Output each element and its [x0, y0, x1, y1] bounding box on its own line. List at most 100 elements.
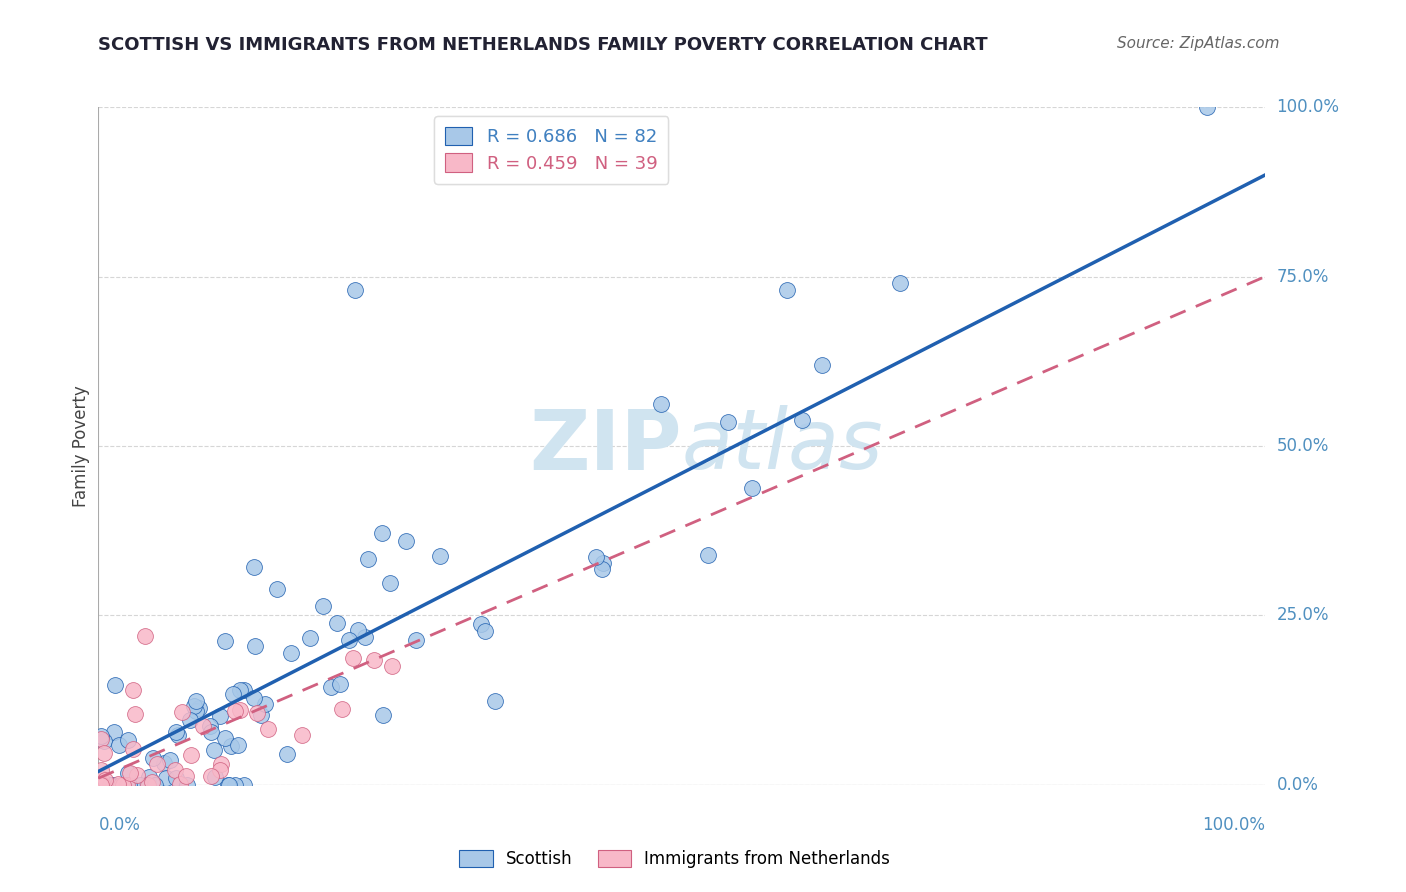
Point: [246, 706, 269, 720]
Point: [298, 631, 321, 645]
Point: [357, 552, 380, 566]
Point: [124, 707, 146, 722]
Point: [291, 728, 314, 742]
Point: [90, 777, 112, 791]
Point: [243, 690, 266, 705]
Point: [266, 582, 288, 596]
Point: [889, 277, 911, 291]
Text: SCOTTISH VS IMMIGRANTS FROM NETHERLANDS FAMILY POVERTY CORRELATION CHART: SCOTTISH VS IMMIGRANTS FROM NETHERLANDS …: [98, 36, 988, 54]
Point: [470, 617, 492, 632]
Point: [166, 728, 188, 742]
Point: [312, 599, 335, 613]
Point: [224, 704, 246, 718]
Point: [347, 623, 370, 637]
Point: [183, 699, 205, 714]
Point: [93, 747, 115, 761]
Point: [93, 734, 115, 748]
Point: [474, 624, 496, 638]
Text: 50.0%: 50.0%: [1277, 437, 1329, 455]
Point: [776, 283, 799, 297]
Point: [179, 713, 201, 727]
Point: [90, 778, 112, 792]
Point: [117, 732, 139, 747]
Point: [155, 771, 177, 785]
Text: atlas: atlas: [682, 406, 883, 486]
Point: [90, 731, 112, 746]
Point: [93, 778, 115, 792]
Text: 100.0%: 100.0%: [1277, 98, 1340, 116]
Point: [202, 743, 225, 757]
Point: [174, 769, 197, 783]
Point: [233, 683, 256, 698]
Point: [229, 682, 252, 697]
Point: [104, 678, 127, 692]
Point: [363, 653, 385, 667]
Point: [138, 771, 160, 785]
Point: [103, 725, 125, 739]
Point: [209, 763, 232, 777]
Legend: Scottish, Immigrants from Netherlands: Scottish, Immigrants from Netherlands: [453, 843, 897, 875]
Point: [371, 526, 394, 541]
Point: [159, 753, 181, 767]
Point: [256, 722, 278, 736]
Point: [381, 658, 404, 673]
Point: [429, 549, 451, 563]
Point: [243, 640, 266, 654]
Point: [280, 646, 302, 660]
Point: [217, 778, 239, 792]
Y-axis label: Family Poverty: Family Poverty: [72, 385, 90, 507]
Point: [591, 561, 613, 575]
Point: [98, 778, 121, 792]
Point: [214, 634, 236, 648]
Point: [142, 750, 165, 764]
Point: [650, 397, 672, 411]
Point: [134, 629, 156, 643]
Text: 25.0%: 25.0%: [1277, 607, 1329, 624]
Point: [344, 283, 367, 297]
Point: [143, 778, 166, 792]
Point: [811, 358, 834, 372]
Point: [484, 694, 506, 708]
Point: [226, 738, 249, 752]
Point: [405, 632, 427, 647]
Point: [94, 773, 117, 788]
Point: [141, 774, 163, 789]
Point: [592, 556, 614, 570]
Point: [90, 729, 112, 743]
Point: [276, 747, 298, 762]
Point: [110, 778, 132, 792]
Point: [326, 615, 349, 630]
Point: [224, 778, 246, 792]
Point: [329, 677, 352, 691]
Point: [165, 725, 187, 739]
Point: [118, 778, 141, 792]
Point: [219, 739, 242, 753]
Point: [233, 778, 256, 792]
Point: [214, 731, 236, 745]
Point: [117, 766, 139, 780]
Point: [111, 778, 134, 792]
Point: [188, 701, 211, 715]
Text: 0.0%: 0.0%: [1277, 776, 1319, 794]
Point: [122, 742, 145, 756]
Point: [741, 482, 763, 496]
Point: [101, 778, 124, 792]
Point: [107, 777, 129, 791]
Point: [395, 533, 418, 548]
Point: [342, 651, 364, 665]
Point: [122, 683, 145, 698]
Point: [153, 756, 176, 771]
Point: [186, 704, 208, 718]
Text: ZIP: ZIP: [530, 406, 682, 486]
Point: [717, 415, 740, 429]
Point: [90, 763, 112, 777]
Point: [117, 778, 139, 792]
Point: [200, 719, 222, 733]
Point: [129, 778, 152, 792]
Point: [125, 768, 148, 782]
Point: [118, 765, 141, 780]
Point: [371, 708, 394, 723]
Text: 100.0%: 100.0%: [1202, 815, 1265, 833]
Text: Source: ZipAtlas.com: Source: ZipAtlas.com: [1116, 36, 1279, 51]
Point: [229, 703, 252, 717]
